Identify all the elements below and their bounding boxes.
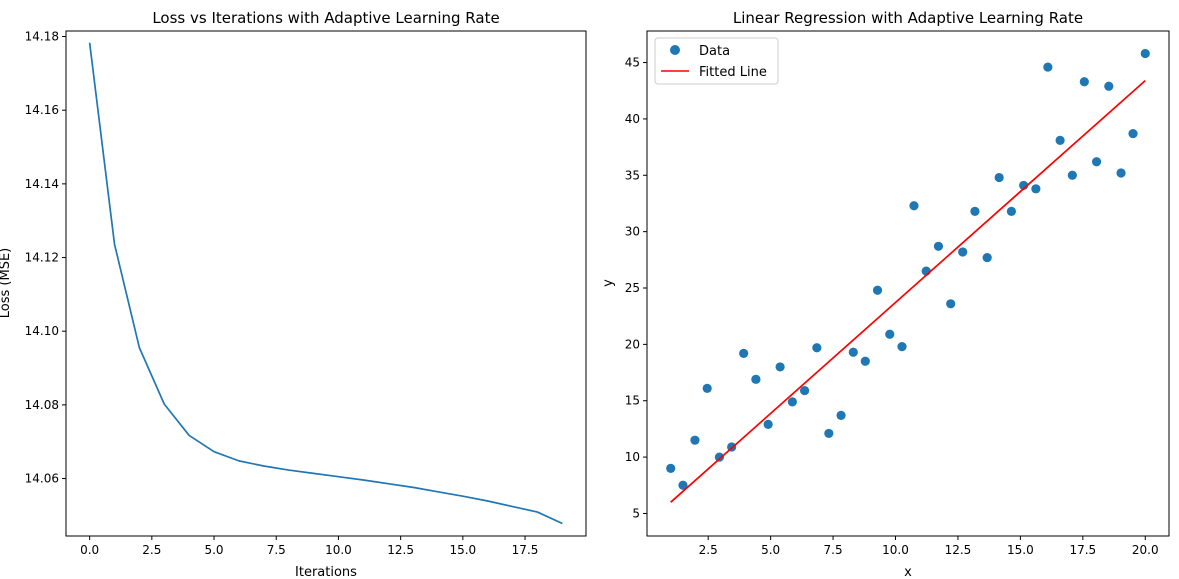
regression-y-tick-label: 20 [625,337,640,351]
loss-y-tick-label: 14.18 [25,30,59,44]
regression-data-point [958,247,968,257]
regression-x-tick-label: 20.0 [1132,543,1159,557]
loss-x-tick-label: 15.0 [449,543,476,557]
regression-y-tick-label: 15 [625,394,640,408]
regression-data-point [994,172,1004,183]
regression-y-tick-label: 25 [625,281,640,295]
regression-data-point [824,428,834,439]
regression-data-point [714,452,725,462]
loss-x-tick-label: 17.5 [512,543,539,557]
regression-data-point [872,285,883,295]
regression-data-point [1006,206,1017,216]
regression-data-point [690,435,700,445]
regression-data-point [897,342,907,352]
regression-x-tick-label: 12.5 [945,543,972,557]
loss-x-tick-label: 7.5 [267,543,286,557]
loss-series-group [88,42,563,525]
legend-fitted-line-label: Fitted Line [699,65,767,80]
regression-plot-frame [646,30,1170,537]
regression-data-point [885,329,895,339]
loss-x-tick-label: 12.5 [387,543,414,557]
loss-x-axis-label: Iterations [295,565,357,579]
regression-data-point [1067,170,1077,180]
regression-x-tick-label: 10.0 [882,543,909,557]
regression-data-point [1079,77,1089,87]
regression-data-point [970,206,980,216]
regression-legend: Data Fitted Line [654,37,779,85]
regression-x-ticks: 2.5 5.0 7.5 10.0 12.5 15.0 17.5 20.0 [699,536,1159,557]
regression-chart: Linear Regression with Adaptive Learning… [601,9,1170,579]
regression-data-point [678,480,688,490]
loss-x-tick-label: 10.0 [325,543,352,557]
loss-y-tick-label: 14.08 [25,398,59,412]
regression-data-point [702,383,712,393]
regression-data-point [666,463,676,473]
loss-y-tick-label: 14.06 [25,472,59,486]
regression-data-point [946,299,956,309]
legend-data-label: Data [699,44,730,59]
loss-y-tick-label: 14.12 [25,251,59,265]
regression-y-axis-label: y [601,279,616,287]
regression-y-tick-label: 40 [625,112,640,126]
loss-y-ticks: 14.06 14.08 14.10 14.12 14.14 14.16 14.18 [25,30,66,486]
legend-frame [654,37,779,85]
regression-data-point [982,252,992,263]
regression-data-point [1116,168,1126,178]
loss-x-tick-label: 2.5 [142,543,161,557]
regression-data-point [1031,184,1041,194]
loss-y-tick-label: 14.14 [25,177,59,191]
regression-data-point [799,385,810,396]
regression-data-point [751,374,761,384]
loss-loss-line [88,42,563,525]
regression-series-group [666,48,1150,503]
regression-x-axis-label: x [904,565,912,579]
regression-data-point [1091,157,1102,167]
regression-data-point [739,348,749,358]
legend-data-marker [670,45,680,55]
regression-data-point [1043,62,1053,72]
regression-y-ticks: 5 10 15 20 25 30 35 40 45 [625,56,647,520]
regression-data-point [787,397,797,407]
regression-y-tick-label: 35 [625,168,640,182]
regression-x-tick-label: 15.0 [1007,543,1034,557]
regression-chart-title: Linear Regression with Adaptive Learning… [733,9,1083,27]
loss-x-ticks: 0.0 2.5 5.0 7.5 10.0 12.5 15.0 17.5 [80,536,538,557]
regression-y-tick-label: 10 [625,450,640,464]
regression-y-tick-label: 45 [625,56,640,70]
regression-data-point [812,343,822,353]
regression-x-tick-label: 5.0 [761,543,780,557]
loss-y-tick-label: 14.10 [25,324,59,338]
regression-data-point [860,356,870,366]
loss-y-tick-label: 14.16 [25,103,59,117]
regression-fitted-line-line [670,79,1146,503]
regression-y-tick-label: 30 [625,225,640,239]
regression-data-point [1128,128,1138,139]
loss-plot-frame [65,30,587,537]
regression-x-tick-label: 17.5 [1069,543,1096,557]
loss-chart: Loss vs Iterations with Adaptive Learnin… [0,9,587,579]
regression-data-point [933,241,944,251]
loss-y-axis-label: Loss (MSE) [0,248,13,318]
regression-data-point [763,419,773,430]
loss-x-tick-label: 0.0 [80,543,99,557]
regression-data-point [848,347,858,357]
loss-x-tick-label: 5.0 [204,543,223,557]
loss-chart-title: Loss vs Iterations with Adaptive Learnin… [152,9,499,27]
regression-data-point [1055,135,1065,145]
regression-data-point [1140,48,1150,59]
regression-data-point [836,410,846,420]
regression-data-point [909,201,919,211]
regression-x-tick-label: 2.5 [699,543,718,557]
regression-data-point [1104,81,1114,91]
regression-y-tick-label: 5 [632,506,640,520]
regression-data-point [775,362,785,372]
regression-x-tick-label: 7.5 [824,543,843,557]
